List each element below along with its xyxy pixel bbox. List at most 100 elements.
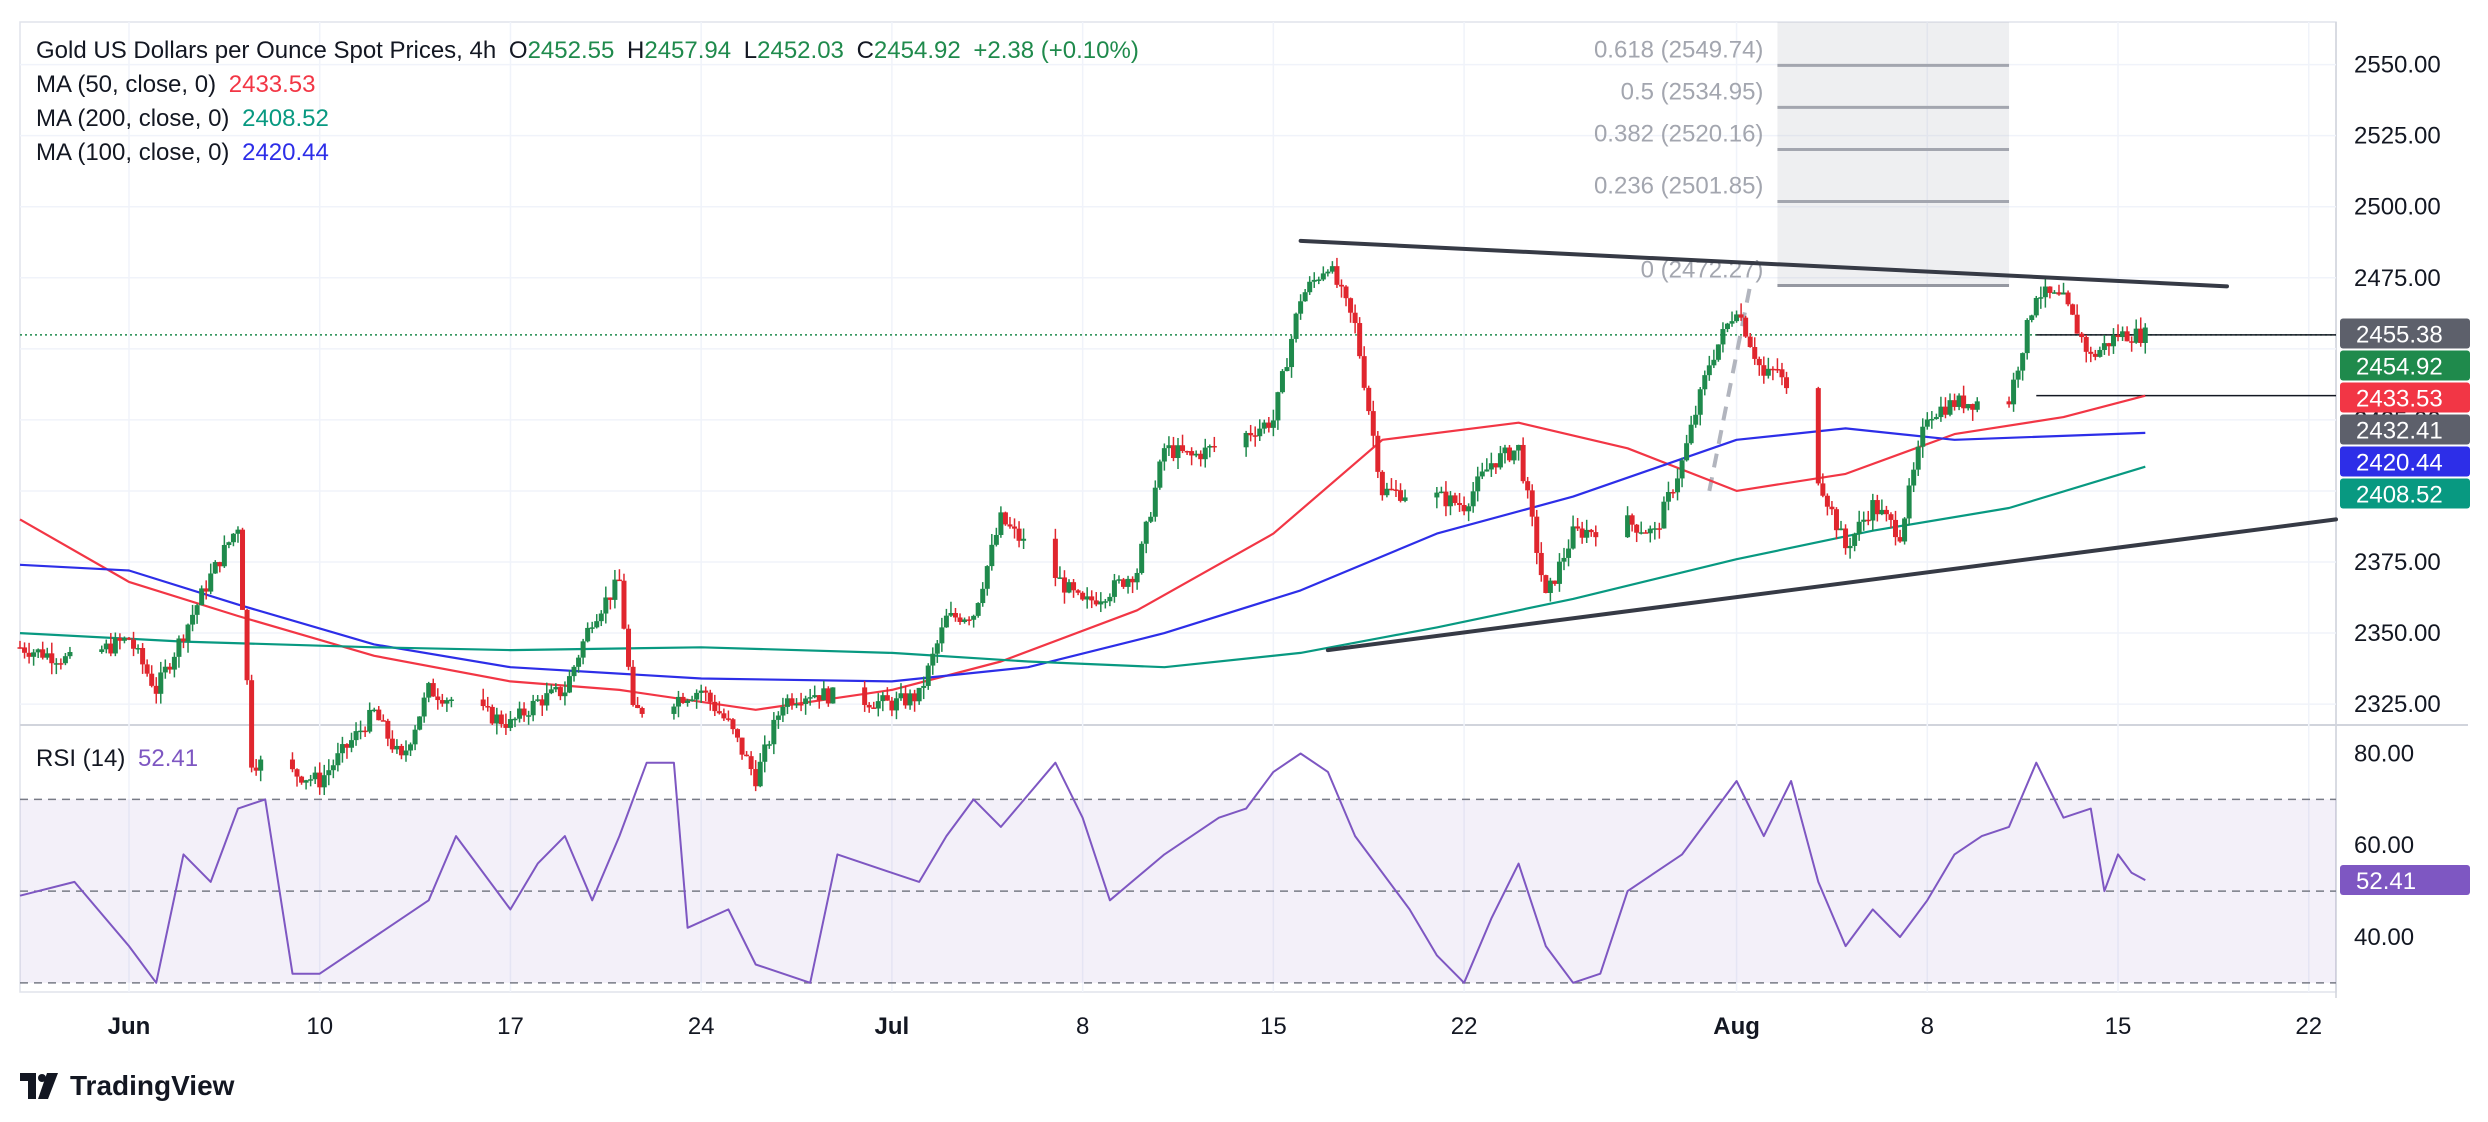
candle-up <box>1679 460 1685 479</box>
candle-up <box>31 652 37 657</box>
open-value: 2452.55 <box>527 37 615 64</box>
candle-up <box>1734 314 1740 322</box>
time-tick-label: 8 <box>1076 1013 1089 1040</box>
candle-up <box>925 665 931 686</box>
candle-down <box>903 693 909 706</box>
candle-up <box>417 716 423 730</box>
candle-down <box>753 769 759 787</box>
candle-down <box>2079 333 2085 338</box>
candle-down <box>498 714 504 725</box>
moving-average-line <box>19 465 2146 669</box>
candle-up <box>1702 375 1708 390</box>
ma200-legend[interactable]: MA (200, close, 0) 2408.52 <box>36 102 335 136</box>
candle-up <box>530 700 536 716</box>
candle-up <box>1479 471 1485 477</box>
candle-down <box>398 745 404 756</box>
rsi-value-tag <box>2340 865 2470 896</box>
candle-down <box>889 700 895 711</box>
candle-up <box>1902 518 1908 542</box>
candle-down <box>217 562 223 567</box>
candle-up <box>1652 528 1658 530</box>
candle-up <box>371 709 377 712</box>
candle-up <box>1102 601 1108 603</box>
candle-up <box>394 745 400 750</box>
candle-up <box>444 700 450 704</box>
moving-averages <box>19 394 2146 711</box>
candle-down <box>716 711 722 714</box>
candle-down <box>1121 579 1127 587</box>
candle-down <box>1184 450 1190 453</box>
ma200-value: 2408.52 <box>242 105 329 132</box>
candle-up <box>339 744 345 754</box>
candle-up <box>1516 444 1522 451</box>
candle-up <box>803 698 809 705</box>
candle-up <box>1556 561 1562 584</box>
candle-down <box>26 652 32 657</box>
candle-down <box>1130 578 1136 583</box>
candle-up <box>907 693 913 706</box>
candle-down <box>1361 356 1367 388</box>
candle-up <box>408 744 414 751</box>
price-labels: 52.41 2455.38 2454.92 2433.53 2432.41 2420.44… <box>2340 318 2470 896</box>
ma100-legend[interactable]: MA (100, close, 0) 2420.44 <box>36 136 335 170</box>
candle-down <box>1525 481 1531 491</box>
candle-up <box>1134 572 1140 583</box>
candle-up <box>185 624 191 642</box>
candle-down <box>1538 552 1544 576</box>
candle-down <box>1784 377 1790 389</box>
candle-up <box>1175 445 1181 459</box>
candle-down <box>153 685 159 694</box>
candle-up <box>594 621 600 628</box>
candle-down <box>1543 575 1549 593</box>
candle-down <box>735 729 741 738</box>
candle-down <box>1756 358 1762 366</box>
ma50-label: MA (50, close, 0) <box>36 71 217 98</box>
candle-up <box>1870 500 1876 521</box>
fibonacci-level-label: 0.382 (2520.16) <box>1594 120 1763 147</box>
candle-up <box>1838 528 1844 531</box>
rsi-tick-label: 40.00 <box>2354 924 2414 951</box>
candle-down <box>131 639 137 649</box>
price-tick-label: 2325.00 <box>2354 691 2441 718</box>
tradingview-logo[interactable]: TradingView <box>20 1070 234 1102</box>
candle-up <box>494 714 500 724</box>
rsi-legend[interactable]: RSI (14) 52.41 <box>36 742 204 776</box>
candle-up <box>230 533 236 543</box>
candle-up <box>512 718 518 721</box>
fibonacci-anchor-line <box>1707 285 1753 492</box>
candle-up <box>930 653 936 666</box>
fibonacci-retracement[interactable]: 0.618 (2549.74) 0.5 (2534.95) 0.382 (2520.… <box>1594 22 2010 492</box>
candle-down <box>1520 444 1526 482</box>
candle-down <box>167 666 173 670</box>
candle-up <box>1711 359 1717 366</box>
candle-up <box>1956 395 1962 407</box>
candle-up <box>771 719 777 745</box>
candle-up <box>1207 446 1213 448</box>
candle-up <box>2033 297 2039 316</box>
candle-up <box>2011 379 2017 405</box>
candle-up <box>1284 367 1290 372</box>
trendlines[interactable] <box>1298 238 2338 653</box>
candle-up <box>1638 532 1644 534</box>
ma50-legend[interactable]: MA (50, close, 0) 2433.53 <box>36 68 322 102</box>
candle-down <box>2070 304 2076 315</box>
candle-down <box>253 767 259 771</box>
candle-down <box>289 759 295 770</box>
candle-down <box>725 718 731 720</box>
candle-down <box>639 708 645 714</box>
candle-down <box>1761 365 1767 376</box>
candle-up <box>53 663 59 665</box>
candle-up <box>162 666 168 673</box>
candle-up <box>303 780 309 783</box>
high-label: H <box>627 37 645 64</box>
candle-up <box>1920 426 1926 447</box>
candle-down <box>912 693 918 702</box>
candle-up <box>544 693 550 706</box>
candle-down <box>1012 526 1018 529</box>
candle-up <box>1021 538 1027 541</box>
candle-down <box>2092 353 2098 357</box>
candle-down <box>1089 596 1095 601</box>
price-tag-text: 2455.38 <box>2356 322 2443 349</box>
candle-up <box>1475 476 1481 492</box>
